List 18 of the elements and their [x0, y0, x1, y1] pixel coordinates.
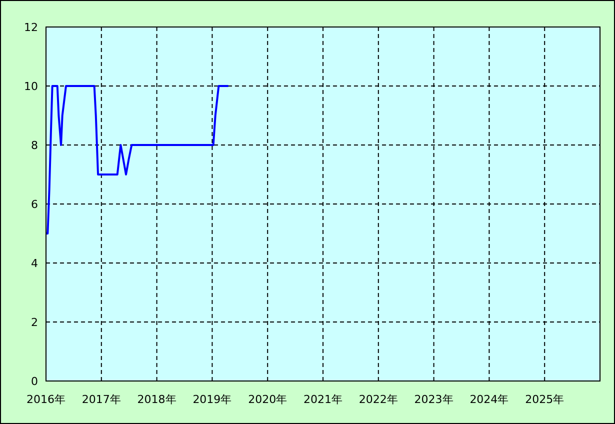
x-tick-label: 2016年 — [26, 393, 66, 406]
y-tick-label: 8 — [31, 139, 38, 152]
y-tick-label: 4 — [31, 257, 38, 270]
line-series — [45, 85, 230, 234]
x-tick-label: 2017年 — [82, 393, 121, 406]
y-tick-label: 0 — [31, 375, 38, 388]
x-tick-label: 2021年 — [304, 393, 342, 406]
y-tick-label: 2 — [31, 316, 38, 329]
x-tick-label: 2019年 — [192, 393, 232, 406]
x-tick-label: 2018年 — [137, 393, 176, 406]
x-tick-label: 2023年 — [414, 393, 454, 406]
y-tick-label: 10 — [24, 80, 38, 93]
y-tick-label: 12 — [24, 21, 38, 34]
x-tick-label: 2024年 — [470, 393, 509, 406]
x-tick-label: 2020年 — [248, 393, 288, 406]
y-tick-label: 6 — [31, 198, 38, 211]
x-tick-label: 2025年 — [525, 393, 564, 406]
x-tick-label: 2022年 — [358, 393, 398, 406]
